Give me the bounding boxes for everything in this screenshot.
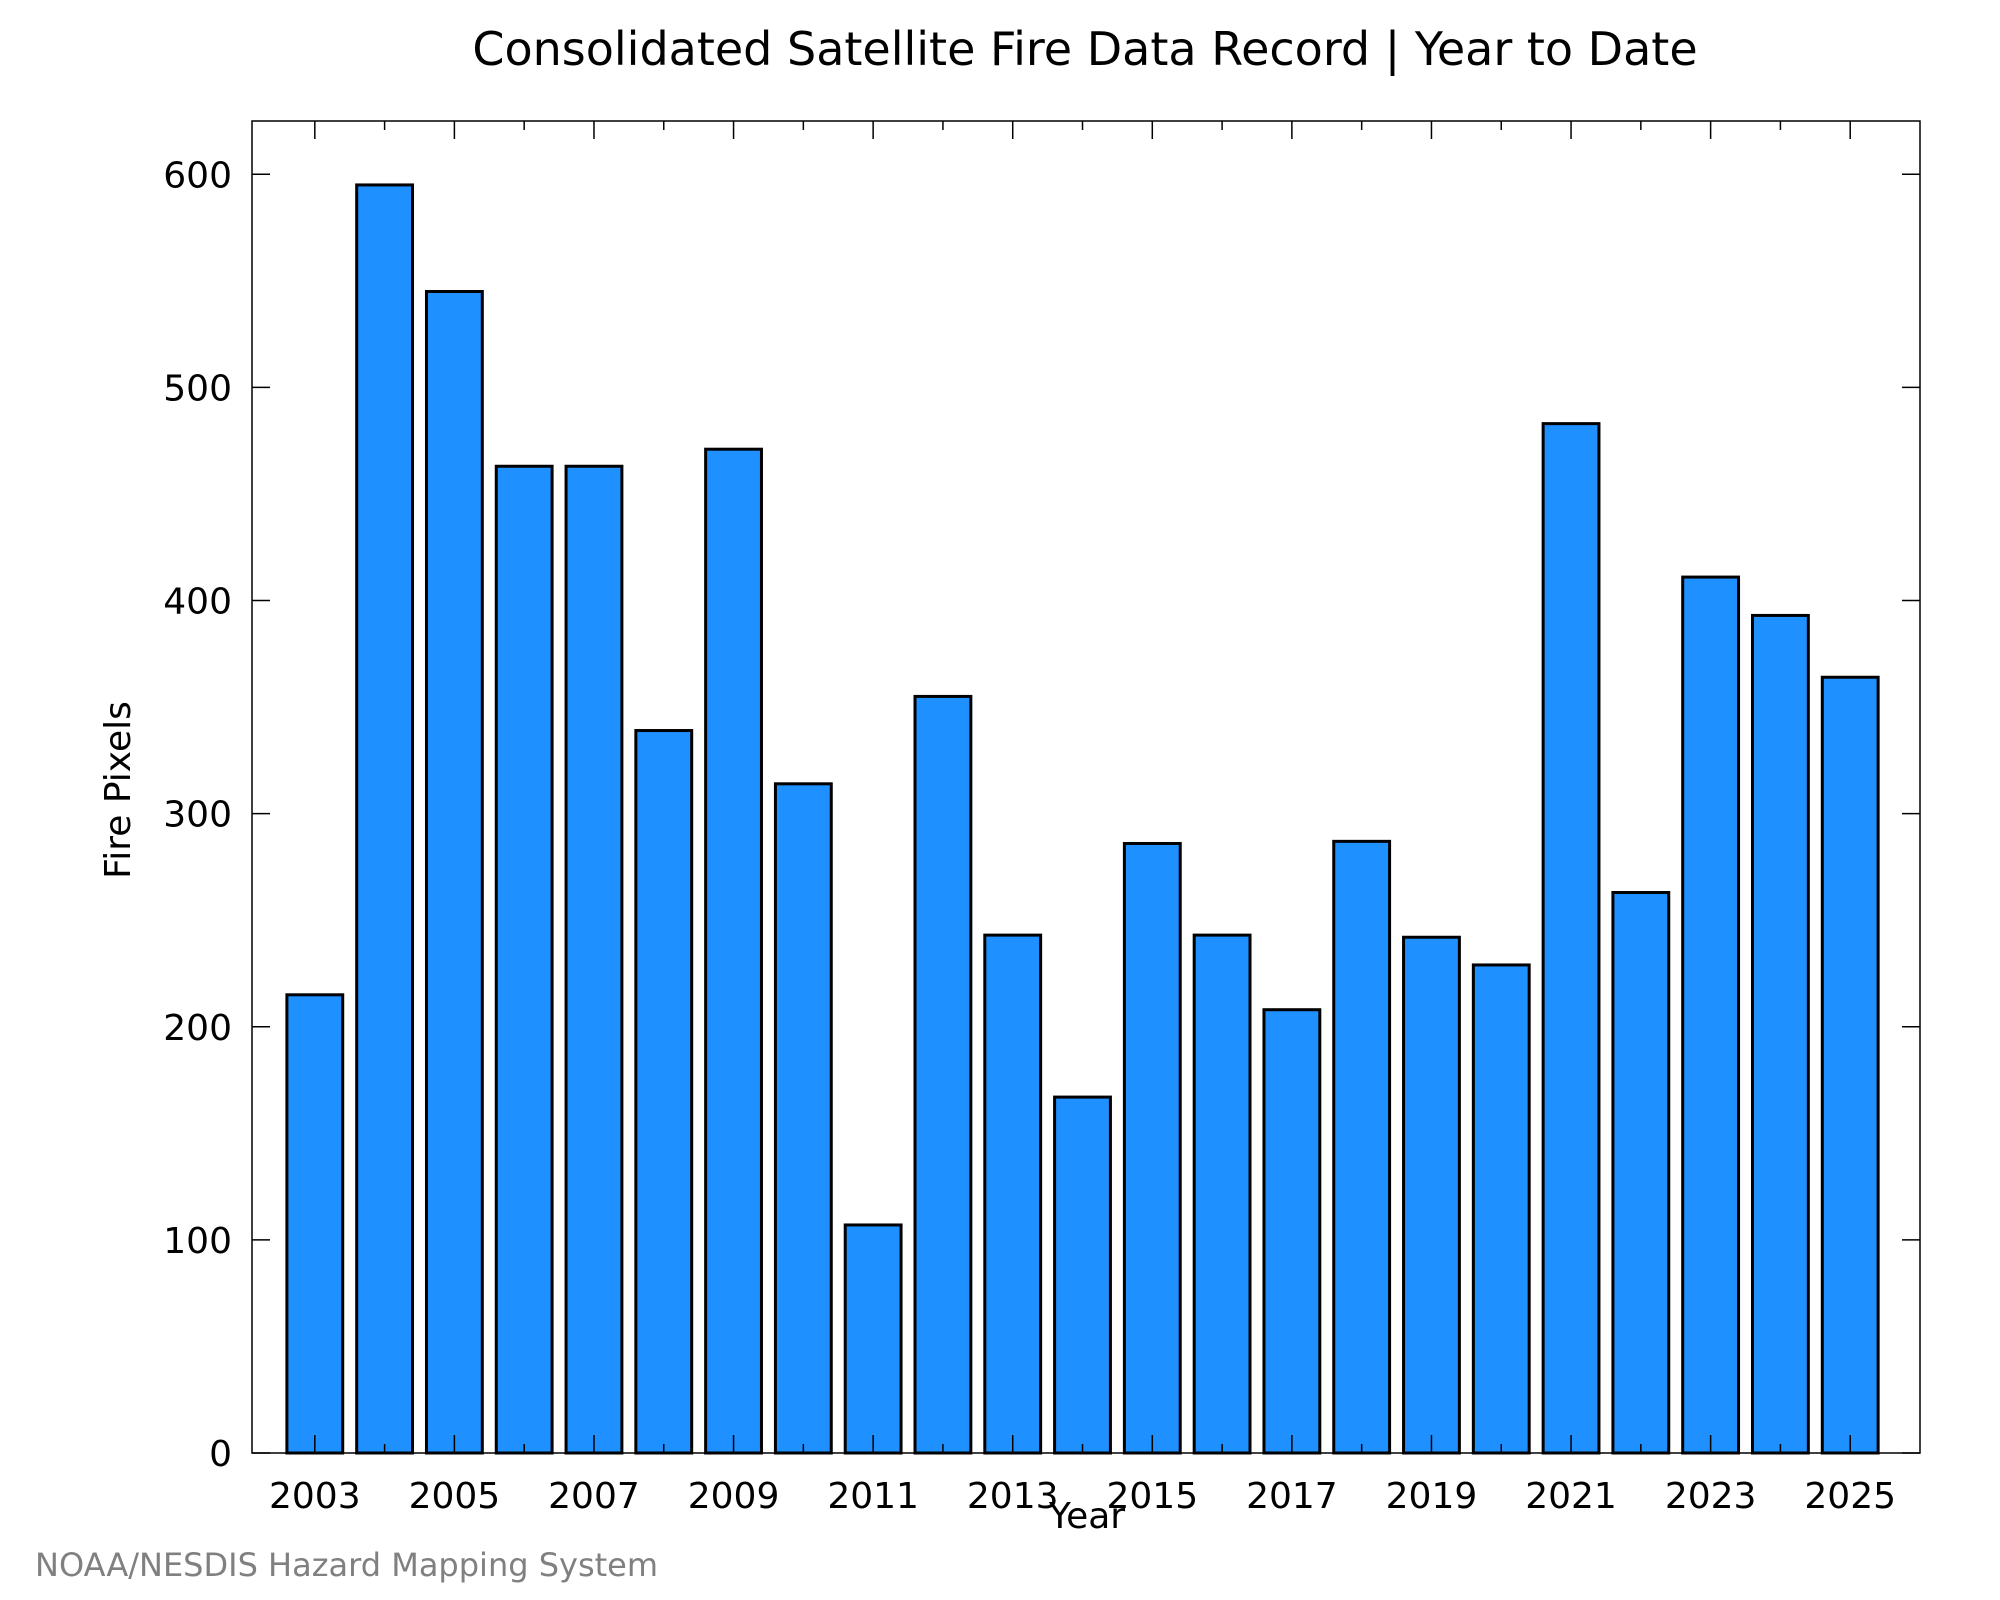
bar-2008 — [634, 729, 694, 1455]
y-tick-label-300: 300 — [163, 795, 232, 836]
x-tick-label-2005: 2005 — [409, 1476, 501, 1517]
bar-2003 — [285, 993, 345, 1455]
y-tick-label-200: 200 — [163, 1008, 232, 1049]
y-tick-label-100: 100 — [163, 1221, 232, 1262]
bar-2017 — [1262, 1008, 1322, 1455]
bar-2012 — [913, 694, 973, 1455]
x-tick-label-2011: 2011 — [827, 1476, 919, 1517]
x-tick-label-2023: 2023 — [1665, 1476, 1757, 1517]
x-tick-label-2017: 2017 — [1246, 1476, 1338, 1517]
x-tick-label-2015: 2015 — [1106, 1476, 1198, 1517]
credit-text: NOAA/NESDIS Hazard Mapping System — [35, 1546, 658, 1584]
bar-2007 — [564, 464, 624, 1455]
bar-2011 — [843, 1223, 903, 1455]
bar-2023 — [1681, 575, 1741, 1455]
bar-2020 — [1471, 963, 1531, 1455]
x-tick-label-2007: 2007 — [548, 1476, 640, 1517]
bar-2013 — [983, 933, 1043, 1455]
bar-2006 — [494, 464, 554, 1455]
bar-2022 — [1611, 890, 1671, 1455]
x-tick-label-2013: 2013 — [967, 1476, 1059, 1517]
y-tick-label-400: 400 — [163, 582, 232, 623]
bar-2024 — [1751, 613, 1810, 1455]
bar-2014 — [1053, 1095, 1112, 1455]
x-tick-label-2019: 2019 — [1386, 1476, 1478, 1517]
y-tick-label-0: 0 — [209, 1434, 232, 1475]
x-tick-label-2009: 2009 — [688, 1476, 780, 1517]
bar-2010 — [773, 782, 833, 1455]
bar-2021 — [1541, 422, 1601, 1455]
bars-layer — [285, 183, 1880, 1455]
x-tick-label-2003: 2003 — [269, 1476, 361, 1517]
bar-2009 — [704, 447, 763, 1455]
plot-frame — [251, 120, 1921, 1454]
bar-2004 — [355, 183, 415, 1455]
chart-title: Consolidated Satellite Fire Data Record … — [472, 22, 1697, 77]
x-tick-label-2025: 2025 — [1804, 1476, 1896, 1517]
bar-2018 — [1332, 839, 1392, 1455]
bar-2025 — [1820, 675, 1880, 1455]
x-tick-label-2021: 2021 — [1525, 1476, 1617, 1517]
y-tick-label-600: 600 — [163, 155, 232, 196]
y-tick-label-500: 500 — [163, 368, 232, 409]
bar-2015 — [1122, 841, 1182, 1455]
ticks-layer: 0 100 200 300 400 500 600 2003 2005 2007 2009 2011 2… — [163, 121, 1920, 1517]
bar-2005 — [424, 289, 484, 1455]
bar-2019 — [1402, 935, 1461, 1455]
bar-2016 — [1192, 933, 1252, 1455]
y-axis-title: Fire Pixels — [98, 701, 139, 879]
x-axis-title: Year — [1048, 1496, 1125, 1537]
